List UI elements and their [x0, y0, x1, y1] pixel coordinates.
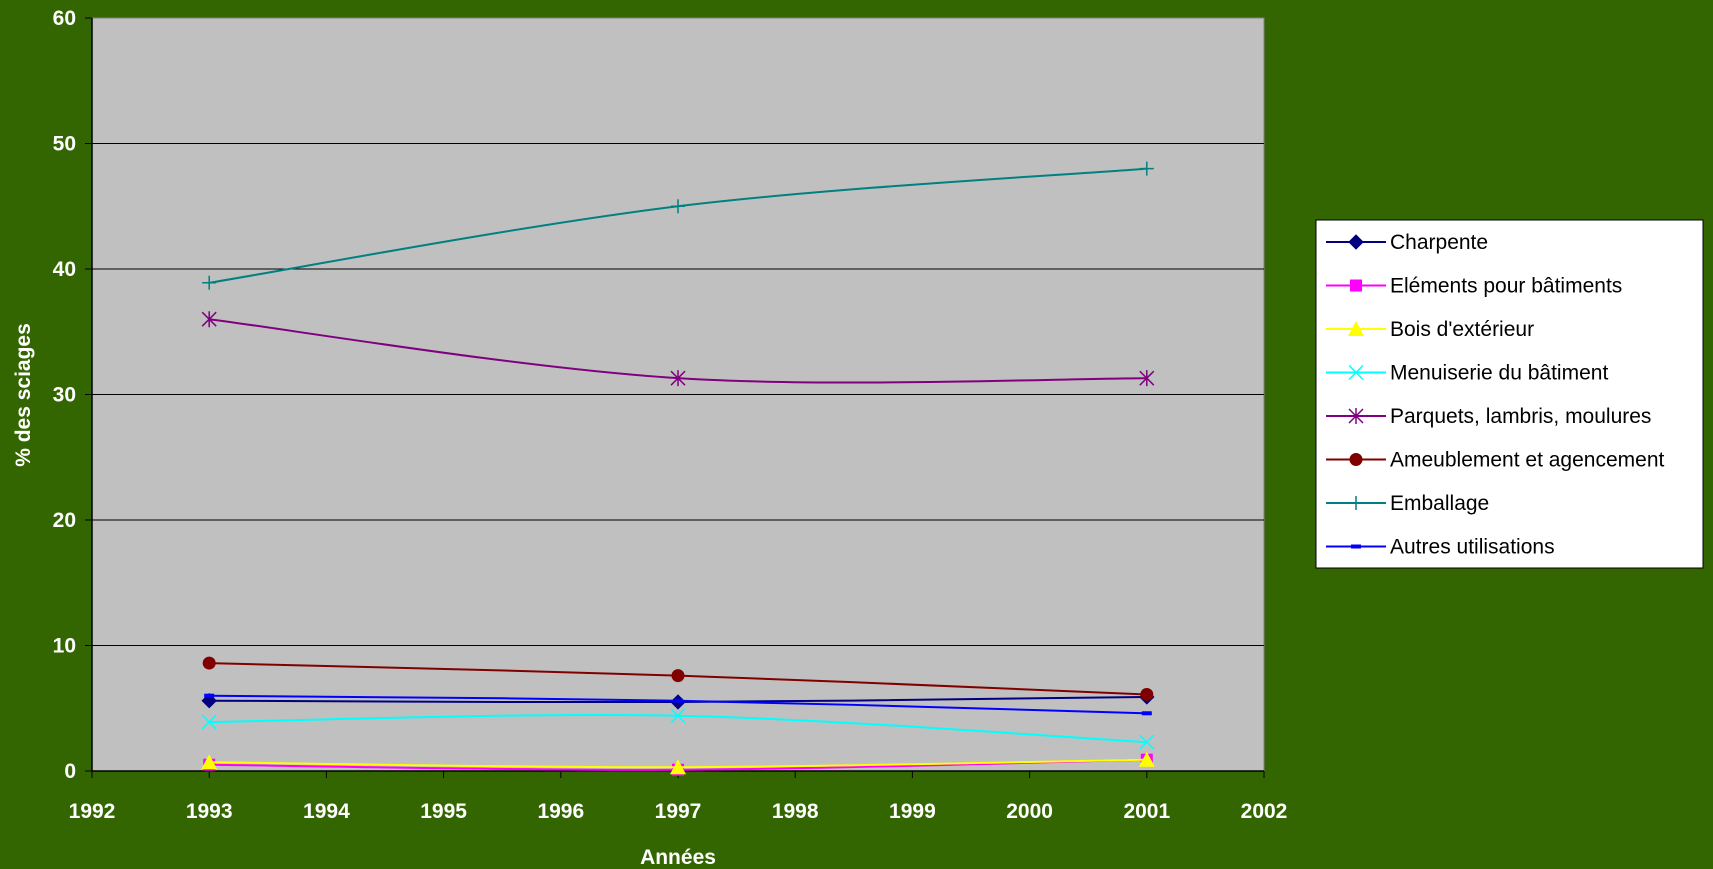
x-tick-label: 1998: [772, 800, 819, 823]
legend-label: Menuiserie du bâtiment: [1390, 362, 1608, 385]
series-2: [201, 751, 1155, 775]
legend-label: Bois d'extérieur: [1390, 318, 1534, 341]
series-4: [201, 311, 1155, 387]
series-7-point-1997: [673, 698, 683, 703]
legend-item: Ameublement et agencement: [1326, 449, 1664, 472]
series-5-point-1993: [202, 656, 216, 670]
legend-item: Charpente: [1326, 231, 1488, 254]
x-axis-title: Années: [640, 846, 716, 869]
legend-box: [1315, 219, 1704, 569]
legend-swatch-marker: [1348, 321, 1364, 336]
x-tick-label: 1999: [889, 800, 936, 823]
legend-item: Bois d'extérieur: [1326, 318, 1534, 341]
x-tick-label: 1992: [69, 800, 116, 823]
series-6-point-2001: [1139, 161, 1154, 176]
tick-labels: 0 10 20 30 40 50 60 1992 1993 1994 1995 1996 1997 199…: [53, 7, 1288, 823]
legend-swatch-marker: [1348, 364, 1364, 381]
series-5-point-1997: [671, 669, 685, 683]
legend-swatch-marker: [1350, 279, 1362, 292]
legend-swatch-marker: [1348, 408, 1364, 424]
series-7-point-2001: [1141, 711, 1152, 716]
x-tick-label: 1994: [303, 800, 350, 823]
gridlines: [92, 143, 1264, 646]
x-tick-label: 1993: [186, 800, 233, 823]
legend-item: Parquets, lambris, moulures: [1326, 405, 1651, 428]
series-layer: [201, 161, 1155, 776]
series-4-point-1993: [201, 311, 217, 328]
series-5: [202, 656, 1154, 701]
legend-label: Charpente: [1390, 231, 1488, 254]
series-6: [202, 161, 1154, 290]
legend-label: Emballage: [1390, 492, 1489, 515]
y-tick-label: 50: [53, 133, 76, 156]
legend-label: Autres utilisations: [1390, 536, 1555, 559]
series-4-point-2001: [1139, 370, 1155, 387]
y-tick-label: 60: [53, 7, 76, 30]
x-tick-label: 2000: [1006, 800, 1053, 823]
legend-item: Eléments pour bâtiments: [1326, 275, 1622, 298]
legend-item: Autres utilisations: [1326, 536, 1555, 559]
x-tick-label: 1995: [420, 800, 467, 823]
x-tick-label: 2002: [1241, 800, 1288, 823]
y-tick-label: 40: [53, 258, 76, 281]
series-4-point-1997: [670, 370, 686, 387]
series-2-point-1997: [670, 759, 686, 775]
legend-swatch-marker: [1349, 453, 1363, 466]
legend-label: Parquets, lambris, moulures: [1390, 405, 1651, 428]
series-3-point-1993: [201, 714, 217, 730]
series-2-point-1993: [201, 754, 218, 770]
y-axis-title: % des sciages: [12, 323, 35, 467]
legend-swatch-marker: [1348, 234, 1364, 250]
series-3: [201, 708, 1155, 750]
legend: Charpente Eléments pour bâtiments Bois d'e…: [1315, 219, 1704, 569]
legend-item: Emballage: [1326, 492, 1489, 515]
y-tick-label: 20: [53, 509, 76, 532]
legend-label: Eléments pour bâtiments: [1390, 275, 1622, 298]
y-tick-label: 0: [64, 760, 76, 783]
x-tick-label: 1997: [655, 800, 702, 823]
legend-swatch-marker: [1349, 496, 1363, 510]
series-5-point-2001: [1140, 687, 1154, 701]
series-7-point-1993: [204, 693, 215, 698]
series-7: [204, 693, 1152, 716]
series-6-point-1997: [671, 199, 685, 214]
y-tick-label: 10: [53, 635, 76, 658]
legend-item: Menuiserie du bâtiment: [1326, 362, 1608, 385]
series-3-point-2001: [1139, 734, 1155, 750]
series-6-point-1993: [202, 275, 217, 290]
series-2-point-2001: [1138, 751, 1155, 767]
x-tick-label: 1996: [537, 800, 584, 823]
legend-label: Ameublement et agencement: [1390, 449, 1664, 472]
series-3-point-1997: [670, 708, 686, 724]
legend-swatch-marker: [1351, 544, 1361, 549]
x-tick-label: 2001: [1123, 800, 1170, 823]
y-tick-label: 30: [53, 384, 76, 407]
